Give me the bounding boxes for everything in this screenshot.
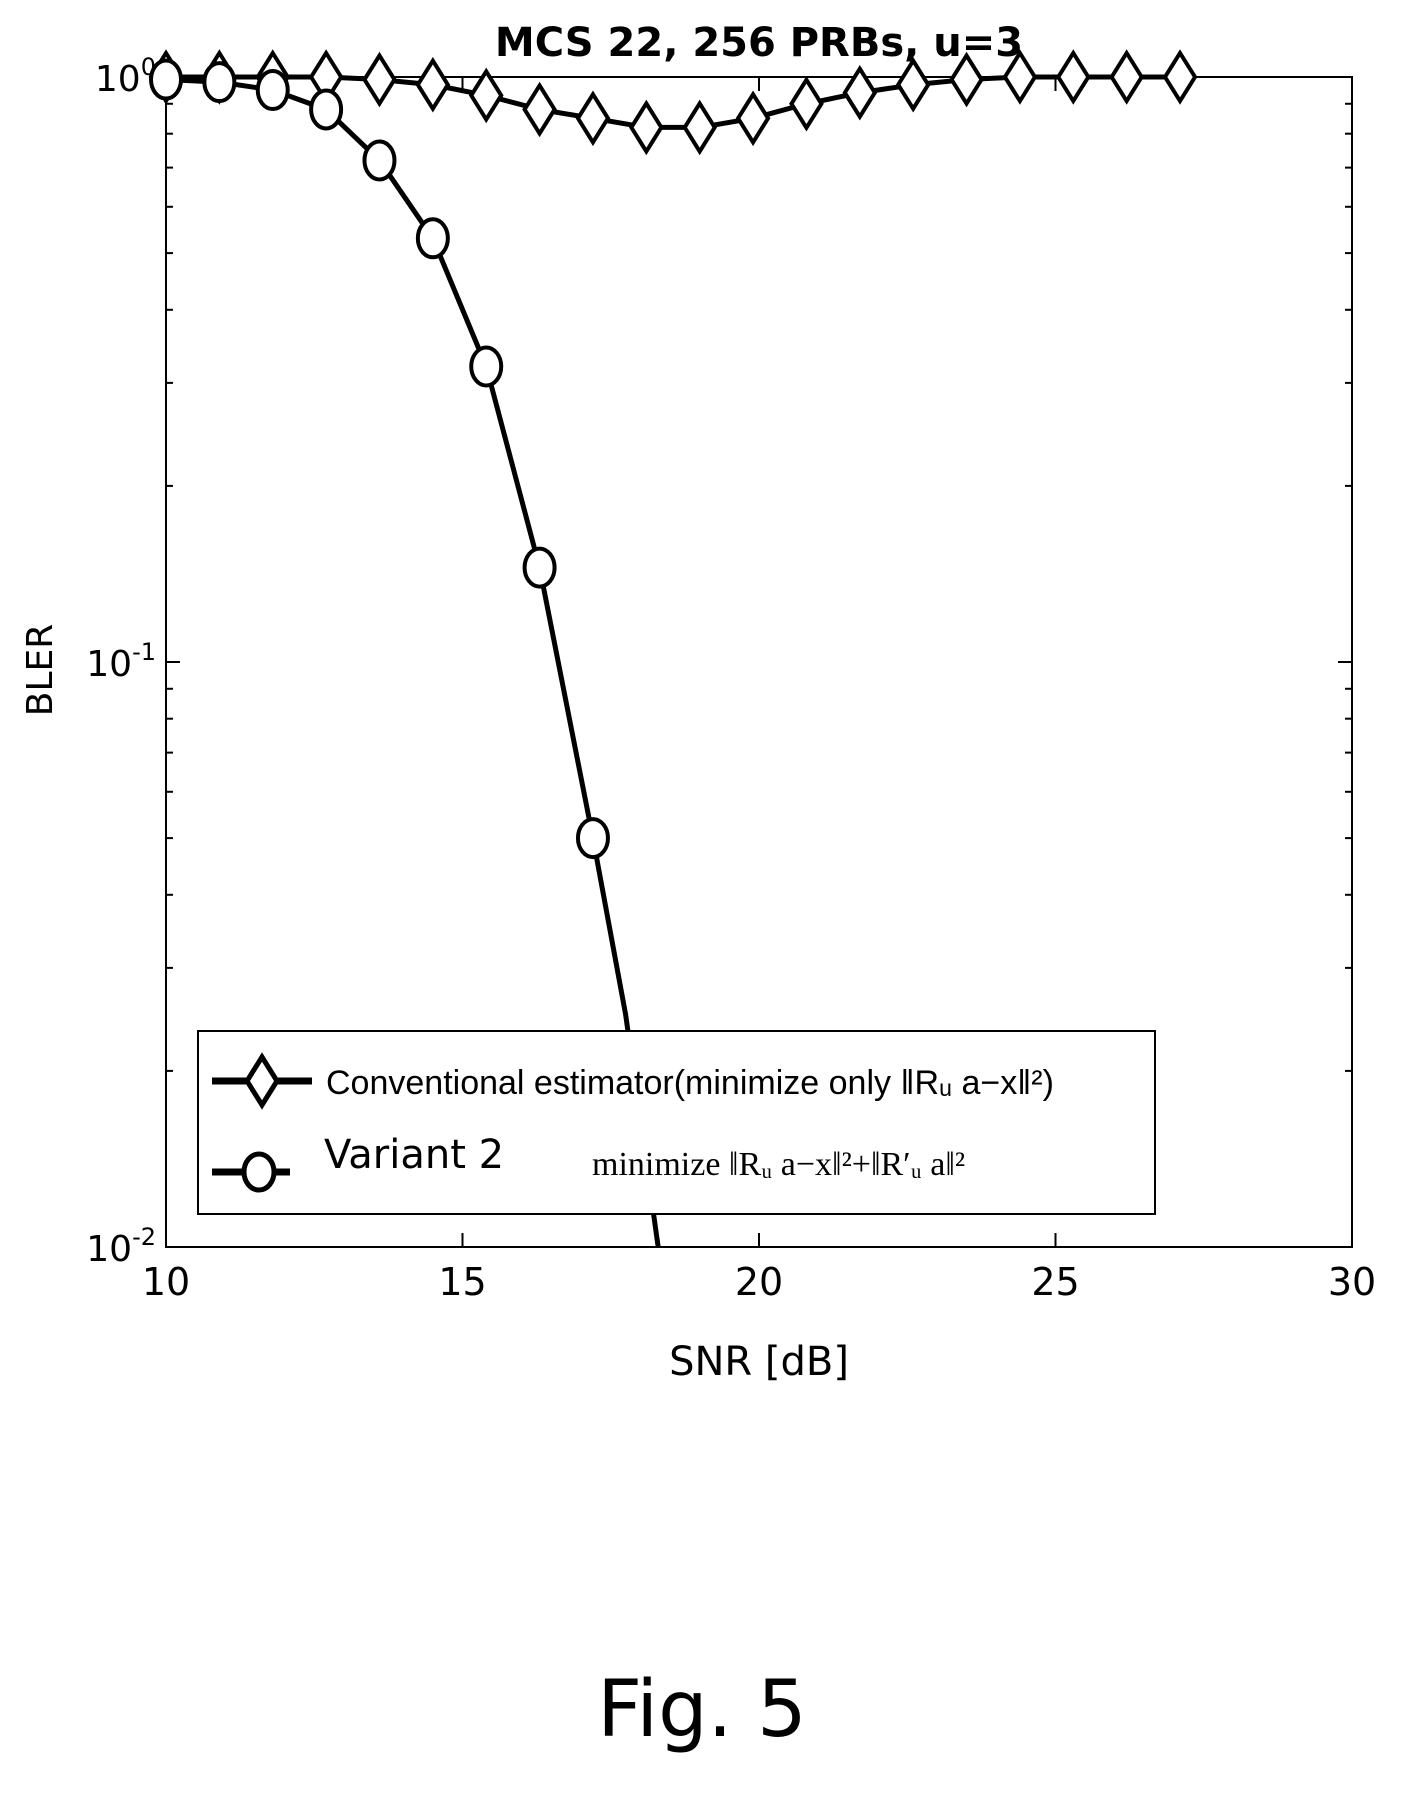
data-point-diamond: [949, 51, 984, 108]
y-tick-label: 10-1: [86, 638, 156, 685]
data-point-diamond: [1002, 49, 1038, 105]
series-layer: [148, 49, 1198, 1248]
x-tick-label: 30: [1328, 1260, 1376, 1304]
data-point-circle: [469, 345, 504, 388]
data-point-diamond: [468, 67, 504, 124]
legend-marker-circle: [241, 1151, 277, 1193]
data-point-circle: [362, 139, 397, 182]
x-axis-ticks: 10 15 20 25 30: [142, 77, 1376, 1304]
legend-formula-variant2: minimize ‖Rᵤ a−x‖²+‖R′ᵤ a‖²: [592, 1146, 965, 1183]
data-point-diamond: [575, 90, 611, 147]
data-point-diamond: [789, 75, 824, 132]
chart-title: MCS 22, 256 PRBs, u=3: [495, 20, 1023, 66]
data-point-diamond: [1162, 49, 1198, 105]
y-tick-label: 10-2: [86, 1223, 156, 1270]
data-point-circle: [202, 61, 237, 104]
x-tick-label: 25: [1031, 1260, 1079, 1304]
data-point-diamond: [895, 56, 931, 113]
legend: Conventional estimator(minimize only ‖Rᵤ…: [197, 1030, 1156, 1215]
legend-box: [197, 1030, 1156, 1215]
legend-label-variant2: Variant 2: [324, 1132, 504, 1178]
y-axis-label: BLER: [20, 624, 61, 717]
data-point-diamond: [522, 81, 557, 138]
data-point-diamond: [628, 99, 664, 156]
data-point-circle: [575, 817, 610, 860]
x-tick-label: 20: [735, 1260, 783, 1304]
bler-chart: 10-2 10-1 100 10 15 20 25 30 MCS 22, 256 PRBs,…: [20, 20, 1376, 1385]
data-point-diamond: [362, 51, 397, 108]
x-tick-label: 15: [438, 1260, 486, 1304]
data-point-circle: [309, 88, 344, 131]
y-axis-ticks: 10-2 10-1 100: [86, 53, 1352, 1270]
data-point-diamond: [1109, 49, 1145, 105]
data-point-diamond: [682, 99, 718, 156]
data-point-diamond: [735, 90, 771, 147]
x-axis-label: SNR [dB]: [669, 1339, 849, 1385]
data-point-circle: [255, 69, 290, 112]
y-tick-label: 100: [95, 53, 156, 100]
legend-label-conventional: Conventional estimator(minimize only ‖Rᵤ…: [326, 1064, 1054, 1102]
data-point-circle: [522, 546, 557, 589]
legend-marker-diamond: [244, 1052, 280, 1110]
figure-caption: Fig. 5: [597, 1665, 807, 1755]
data-point-circle: [415, 217, 450, 260]
data-point-circle: [149, 58, 183, 101]
data-point-diamond: [415, 56, 451, 113]
data-point-diamond: [842, 64, 878, 121]
data-point-diamond: [1055, 49, 1091, 105]
x-tick-label: 10: [142, 1260, 190, 1304]
